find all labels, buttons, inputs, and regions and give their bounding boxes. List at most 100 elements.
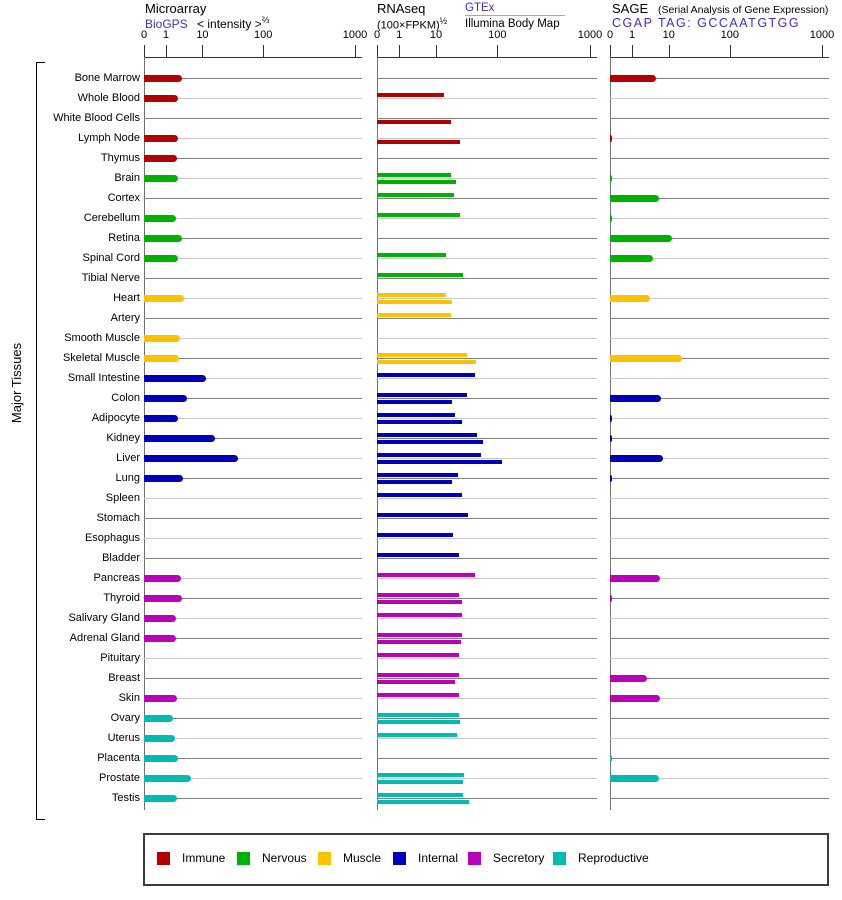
row-line — [610, 338, 829, 339]
row-line — [144, 518, 362, 519]
row-line — [377, 298, 597, 299]
tissue-label: Placenta — [97, 752, 140, 764]
row-line — [144, 538, 362, 539]
row-line — [377, 98, 597, 99]
expression-bar-gtex — [377, 493, 462, 497]
expression-bar-sage — [610, 75, 656, 82]
axis-line-microarray — [144, 57, 362, 58]
biogps-link[interactable]: BioGPS — [145, 17, 188, 31]
row-line — [610, 678, 829, 679]
expression-bar-sage — [610, 235, 673, 242]
expression-bar-sage — [610, 775, 660, 782]
expression-bar-illumina — [377, 440, 483, 444]
axis-tick-sage — [632, 45, 634, 57]
row-line — [144, 618, 362, 619]
row-line — [377, 318, 597, 319]
row-line — [377, 358, 597, 359]
tissue-label: Smooth Muscle — [64, 332, 140, 344]
row-line — [144, 198, 362, 199]
tissue-label: Pituitary — [100, 652, 140, 664]
expression-bar-microarray — [144, 435, 215, 442]
expression-bar-microarray — [144, 595, 182, 602]
tissue-label: Thymus — [100, 152, 140, 164]
row-line — [377, 718, 597, 719]
expression-bar-illumina — [377, 800, 470, 804]
gtex-link[interactable]: GTEx — [465, 2, 495, 14]
tissue-label: Retina — [108, 232, 140, 244]
internal-color-swatch — [393, 851, 406, 865]
row-line — [377, 638, 597, 639]
expression-bar-microarray — [144, 635, 177, 642]
axis-tick-rnaseq — [377, 45, 378, 57]
immune-color-swatch — [157, 851, 170, 865]
row-line — [610, 478, 829, 479]
axis-tick-label-microarray: 1000 — [342, 29, 368, 41]
row-line — [144, 698, 362, 699]
row-line — [144, 338, 362, 339]
row-line — [144, 578, 362, 579]
expression-bar-sage — [610, 175, 613, 182]
microarray-unit-exponent: ⅔ — [261, 15, 270, 25]
row-line — [377, 738, 597, 739]
row-line — [610, 158, 829, 159]
row-line — [377, 618, 597, 619]
gtex-underline — [465, 15, 565, 16]
row-line — [144, 178, 362, 179]
axis-tick-label-microarray: 100 — [254, 29, 273, 41]
row-line — [377, 118, 597, 119]
legend-item-reproductive: Reproductive — [553, 843, 649, 873]
row-line — [610, 698, 829, 699]
axis-tick-rnaseq — [497, 45, 499, 57]
tissue-label: Stomach — [96, 512, 140, 524]
expression-bar-sage — [610, 195, 659, 202]
expression-bar-illumina — [377, 780, 463, 784]
row-line — [377, 478, 597, 479]
axis-vertical-sage — [610, 57, 611, 810]
expression-bar-illumina — [377, 140, 461, 144]
row-line — [144, 478, 362, 479]
expression-bar-gtex — [377, 313, 451, 317]
expression-bar-microarray — [144, 455, 239, 462]
axis-tick-microarray — [144, 45, 145, 57]
expression-bar-gtex — [377, 593, 460, 597]
row-line — [377, 138, 597, 139]
expression-bar-sage — [610, 595, 613, 602]
expression-bar-gtex — [377, 433, 477, 437]
row-line — [144, 98, 362, 99]
row-line — [144, 238, 362, 239]
expression-bar-microarray — [144, 95, 178, 102]
axis-tick-label-rnaseq: 1 — [396, 29, 403, 41]
axis-tick-microarray — [202, 45, 204, 57]
axis-tick-label-rnaseq: 10 — [429, 29, 443, 41]
expression-bar-microarray — [144, 795, 177, 802]
legend-label: Immune — [182, 851, 226, 865]
expression-bar-sage — [610, 575, 660, 582]
row-line — [610, 118, 829, 119]
nervous-color-swatch — [237, 851, 250, 865]
row-line — [144, 738, 362, 739]
expression-bar-sage — [610, 675, 648, 682]
expression-bar-microarray — [144, 135, 178, 142]
expression-bar-gtex — [377, 793, 464, 797]
expression-bar-sage — [610, 695, 661, 702]
axis-tick-rnaseq — [590, 45, 591, 57]
rnaseq-unit-wrap: (100×FPKM)½ — [377, 16, 447, 32]
tissue-label: Bladder — [102, 552, 140, 564]
row-line — [377, 758, 597, 759]
row-line — [144, 78, 362, 79]
row-line — [610, 298, 829, 299]
row-line — [144, 398, 362, 399]
tissue-label: Adrenal Gland — [69, 632, 140, 644]
expression-bar-gtex — [377, 613, 462, 617]
legend-label: Nervous — [262, 851, 307, 865]
expression-bar-illumina — [377, 680, 456, 684]
expression-bar-microarray — [144, 575, 182, 582]
tissue-label: Heart — [113, 292, 140, 304]
expression-bar-gtex — [377, 653, 460, 657]
expression-bar-illumina — [377, 720, 460, 724]
cgap-tag-link[interactable]: CGAP TAG: GCCAATGTGG — [612, 16, 801, 30]
expression-bar-microarray — [144, 215, 177, 222]
row-line — [144, 158, 362, 159]
